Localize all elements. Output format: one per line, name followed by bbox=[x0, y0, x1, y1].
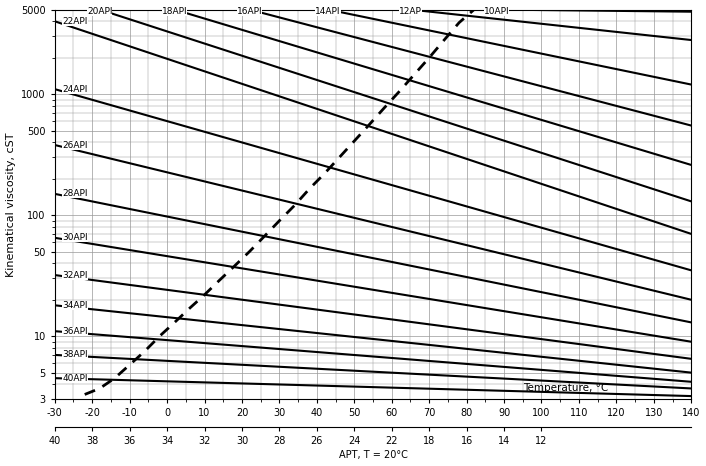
Text: 38API: 38API bbox=[62, 350, 88, 359]
Text: Temperature, °C: Temperature, °C bbox=[522, 383, 608, 393]
Y-axis label: Kinematical viscosity, cST: Kinematical viscosity, cST bbox=[6, 132, 16, 277]
Text: 30API: 30API bbox=[62, 233, 88, 242]
Text: 14API: 14API bbox=[316, 7, 341, 16]
Text: 32API: 32API bbox=[62, 271, 88, 280]
Text: 18API: 18API bbox=[162, 7, 187, 16]
Text: 36API: 36API bbox=[62, 327, 88, 336]
Text: 16API: 16API bbox=[237, 7, 262, 16]
Text: 20API: 20API bbox=[87, 7, 112, 16]
Text: 22API: 22API bbox=[62, 17, 88, 26]
Text: 12AP: 12AP bbox=[399, 7, 422, 16]
Text: 26API: 26API bbox=[62, 141, 88, 150]
Text: 10API: 10API bbox=[484, 7, 509, 16]
Text: 28API: 28API bbox=[62, 189, 88, 199]
X-axis label: APT, T = 20°C: APT, T = 20°C bbox=[339, 451, 407, 460]
Text: 34API: 34API bbox=[62, 301, 88, 310]
Text: 40API: 40API bbox=[62, 374, 88, 383]
Text: 24API: 24API bbox=[62, 85, 88, 94]
